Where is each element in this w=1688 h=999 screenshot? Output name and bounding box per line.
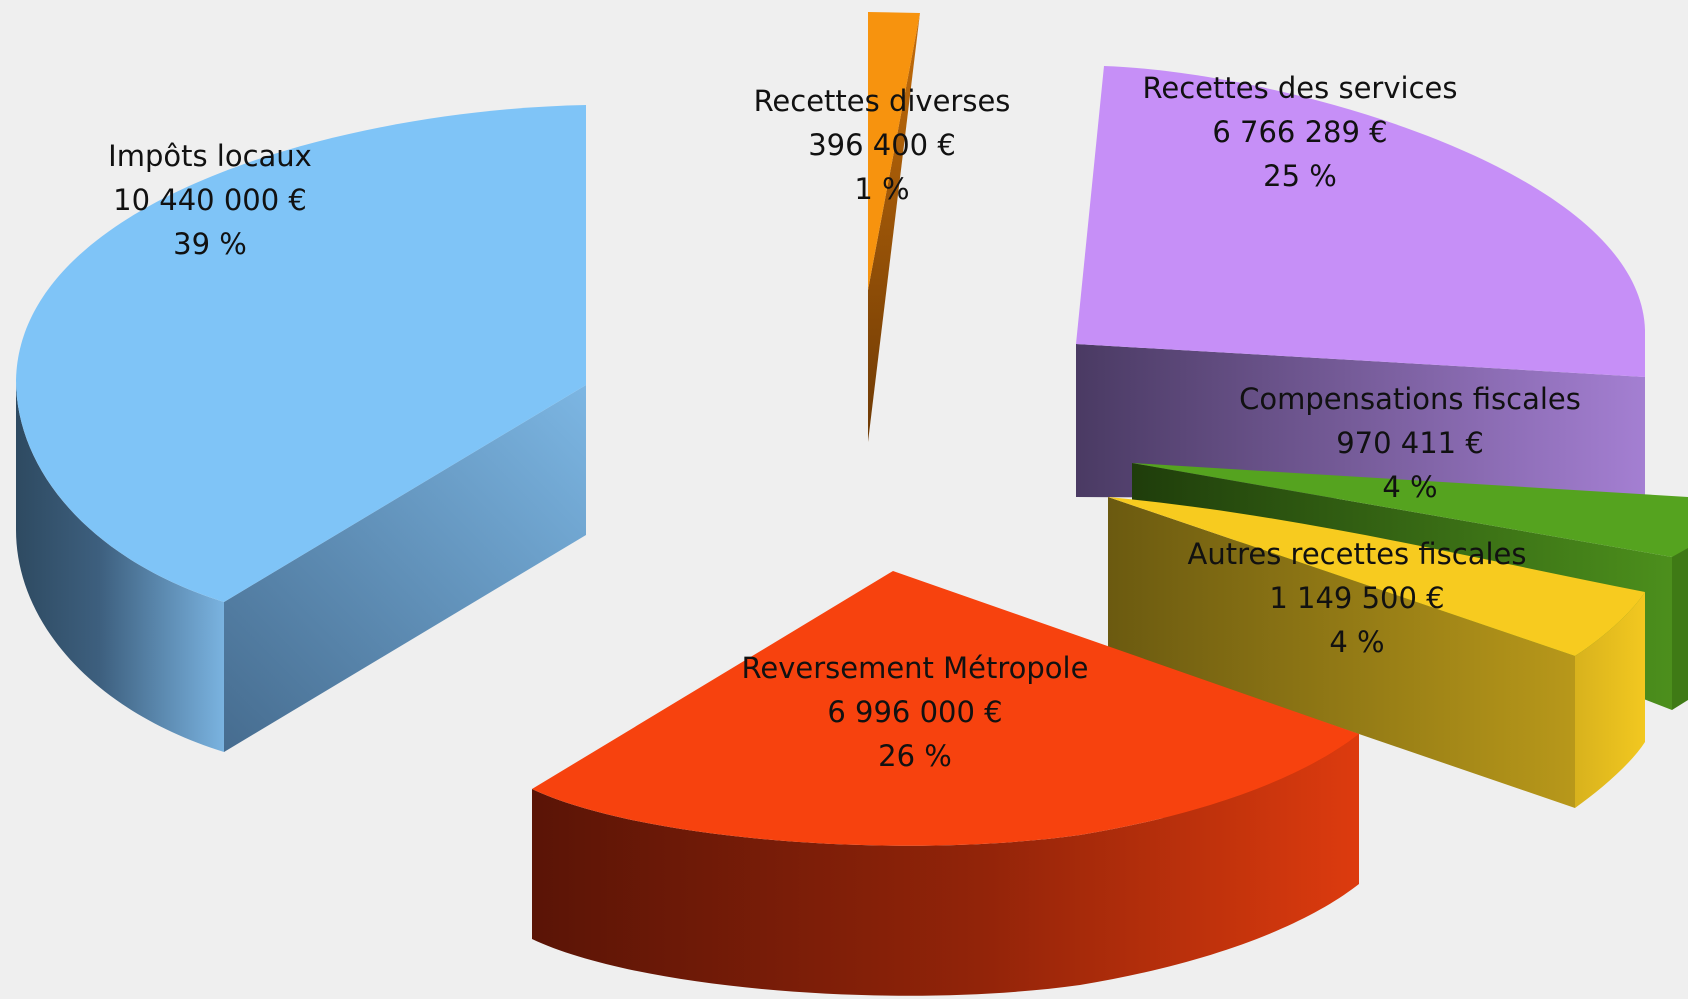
data-label-compensations-fiscales-amount: 970 411 € (1336, 426, 1484, 460)
slice-recettes-des-services (1076, 66, 1645, 500)
slice-impots-locaux (16, 105, 586, 752)
data-label-compensations-fiscales-percent: 4 % (1382, 470, 1437, 504)
slice-reversement-metropole-side (532, 734, 1359, 996)
data-label-autres-recettes-fiscales-percent: 4 % (1329, 625, 1384, 659)
slice-recettes-diverses (868, 12, 920, 442)
slice-autres-recettes-fiscales-side (1575, 592, 1645, 808)
slice-compensations-fiscales-top (1132, 463, 1688, 557)
slice-impots-locaux-top (16, 105, 586, 602)
data-label-compensations-fiscales-name: Compensations fiscales (1239, 382, 1581, 416)
data-label-impots-locaux-percent: 39 % (173, 227, 247, 261)
data-label-reversement-metropole-percent: 26 % (878, 739, 952, 773)
data-label-recettes-des-services-percent: 25 % (1263, 159, 1337, 193)
slice-compensations-fiscales-side (1672, 548, 1688, 710)
slice-recettes-des-services-top (1076, 66, 1645, 377)
slice-recettes-diverses-cut (868, 13, 920, 442)
slice-reversement-metropole-top (532, 571, 1359, 846)
data-label-autres-recettes-fiscales-name: Autres recettes fiscales (1188, 537, 1527, 571)
data-label-recettes-diverses-name: Recettes diverses (754, 84, 1011, 118)
slice-autres-recettes-fiscales-cut (1108, 497, 1575, 808)
data-label-autres-recettes-fiscales-amount: 1 149 500 € (1269, 581, 1444, 615)
data-label-recettes-diverses-percent: 1 % (854, 172, 909, 206)
slice-recettes-des-services-cut (1076, 344, 1645, 500)
data-label-impots-locaux-amount: 10 440 000 € (113, 183, 307, 217)
slice-impots-locaux-cut (224, 385, 586, 752)
slice-recettes-diverses-top (868, 12, 920, 290)
data-label-recettes-diverses-amount: 396 400 € (808, 128, 956, 162)
data-label-recettes-des-services-amount: 6 766 289 € (1212, 115, 1387, 149)
data-label-recettes-des-services-name: Recettes des services (1143, 71, 1458, 105)
slice-impots-locaux-side (16, 380, 224, 752)
data-label-reversement-metropole-name: Reversement Métropole (742, 651, 1089, 685)
slice-reversement-metropole (532, 571, 1359, 996)
data-label-reversement-metropole-amount: 6 996 000 € (827, 695, 1002, 729)
slice-autres-recettes-fiscales-top (1108, 497, 1645, 656)
slice-autres-recettes-fiscales (1108, 497, 1645, 808)
data-label-impots-locaux-name: Impôts locaux (108, 139, 312, 173)
slice-labels: Impôts locaux 10 440 000 € 39 % Recettes di… (108, 71, 1581, 773)
